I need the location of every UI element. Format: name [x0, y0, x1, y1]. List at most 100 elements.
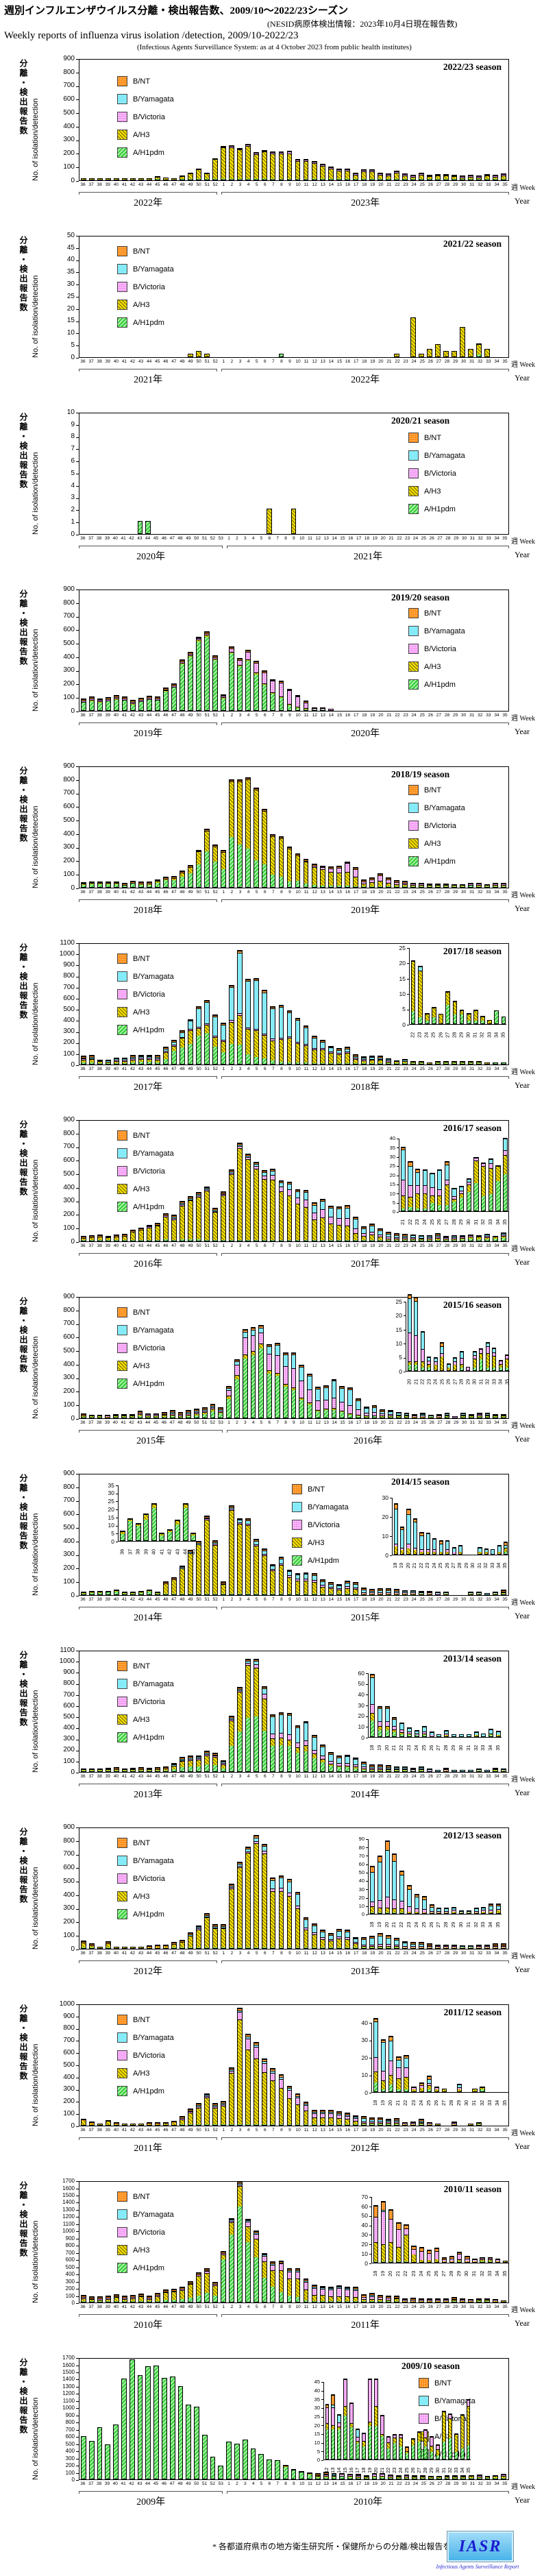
week-label: 10 — [295, 1243, 301, 1248]
week-label: 22 — [395, 1243, 400, 1248]
y-tick-mark — [76, 2260, 79, 2261]
week-label: 38 — [96, 536, 102, 541]
inset-bar-week-24 — [425, 1012, 430, 1024]
A/H3-segment — [353, 1058, 358, 1064]
A/H1pdm-segment — [361, 1063, 366, 1064]
B/Victoria-segment — [172, 1044, 177, 1046]
week-label: 35 — [502, 1597, 508, 1602]
A/H3-segment — [452, 352, 456, 356]
B/Victoria-segment — [221, 1927, 226, 1929]
legend-item-B-Yamagata: B/Yamagata — [408, 803, 465, 813]
B/Yamagata-segment — [221, 2103, 226, 2104]
B/Yamagata-segment — [437, 1908, 441, 1911]
B/NT-segment — [382, 2039, 386, 2043]
bar-week-12 — [311, 1202, 317, 1241]
A/H1pdm-segment — [295, 2296, 300, 2302]
week-label: 9 — [288, 182, 291, 187]
A/H1pdm-segment — [353, 1240, 358, 1241]
B/Yamagata-segment — [493, 1768, 497, 1770]
A/H3-segment — [82, 1060, 86, 1063]
week-label: 23 — [403, 2305, 408, 2309]
A/H1pdm-segment — [361, 1769, 366, 1771]
A/H3-segment — [499, 1363, 502, 1368]
week-label: 38 — [97, 1951, 102, 1956]
A/H3-segment — [246, 1525, 251, 1594]
B/Victoria-segment — [420, 1549, 423, 1553]
B/NT-segment — [452, 2297, 456, 2299]
B/Victoria-segment — [287, 151, 292, 154]
A/H1pdm-segment — [320, 1062, 325, 1064]
bar-week-12 — [311, 161, 317, 180]
y-tick-mark — [76, 1500, 79, 1502]
A/H1pdm-segment — [468, 1063, 473, 1064]
y-tick-label: 50 — [358, 1869, 364, 1876]
week-label: 19 — [370, 1067, 375, 1071]
week-label: 31 — [469, 536, 475, 541]
bar-week-45 — [155, 879, 161, 888]
A/H3-segment — [476, 343, 481, 354]
B/NT-segment — [345, 1047, 349, 1049]
week-label: 7 — [272, 359, 275, 364]
B/NT-segment — [246, 651, 251, 652]
B/NT-segment — [131, 1768, 136, 1770]
A/H3-segment — [328, 1763, 333, 1766]
A/H1pdm-segment — [97, 2427, 102, 2479]
bar-week-52 — [212, 1752, 219, 1772]
y-tick-label: 700 — [63, 1320, 75, 1328]
A/H1pdm-segment — [128, 1520, 133, 1540]
B/Victoria-segment — [386, 2122, 391, 2124]
week-label: 40 — [113, 182, 119, 187]
A/H1pdm-segment — [271, 1240, 275, 1241]
B/Yamagata-segment — [336, 1208, 341, 1219]
bar-week-30 — [459, 1235, 465, 1241]
A/H3-segment — [452, 1911, 456, 1913]
week-label: 52 — [212, 2305, 218, 2309]
B/Victoria-segment — [413, 1547, 417, 1551]
inset-week-label: 30 — [457, 1921, 464, 1928]
A/H3-segment — [131, 703, 136, 705]
B/NT-segment — [246, 2034, 251, 2037]
B/Yamagata-segment — [412, 1414, 417, 1416]
B/NT-segment — [279, 1712, 284, 1714]
B/Victoria-segment — [378, 1899, 382, 1908]
bar-week-32 — [475, 343, 482, 357]
season-title-2013-14: 2013/14 season — [443, 1653, 502, 1664]
A/H3-segment — [402, 884, 407, 887]
B/Yamagata-segment — [202, 1409, 207, 1411]
week-label: 33 — [486, 359, 491, 364]
B/Victoria-segment — [443, 884, 448, 886]
A/H3-segment — [262, 151, 267, 180]
year-axis-suffix: Year — [515, 1788, 530, 1797]
B/Victoria-segment — [482, 1163, 486, 1166]
A/H3-segment — [401, 1195, 405, 1209]
bar-week-42 — [130, 1946, 136, 1949]
week-label: 39 — [105, 1597, 110, 1602]
legend-item-B-Victoria: B/Victoria — [408, 821, 465, 831]
B/NT-segment — [279, 2074, 284, 2077]
inset-bar-week-36 — [119, 1531, 125, 1541]
B/NT-segment — [90, 1943, 94, 1945]
B/Victoria-segment — [369, 1944, 374, 1947]
A/H1pdm-segment — [213, 660, 218, 710]
legend-swatch-icon — [117, 1361, 127, 1371]
A/H3-segment — [378, 1769, 382, 1771]
legend-swatch-icon — [408, 838, 419, 849]
B/Yamagata-segment — [246, 1660, 251, 1664]
week-label: 40 — [113, 2305, 119, 2309]
inset-bar-week-18 — [373, 2205, 379, 2263]
B/Yamagata-segment — [426, 1533, 430, 1550]
A/H1pdm-segment — [393, 1731, 397, 1736]
bar-week-48 — [180, 1201, 186, 1241]
bar-week-49 — [188, 1550, 194, 1595]
B/NT-segment — [328, 1934, 333, 1935]
week-label: 35 — [502, 890, 508, 895]
A/H3-segment — [262, 1854, 267, 1948]
B/Victoria-segment — [304, 860, 308, 862]
inset-week-label: 29 — [450, 1745, 457, 1751]
B/Yamagata-segment — [279, 2076, 284, 2080]
A/H1pdm-segment — [210, 1411, 215, 1418]
y-tick-mark — [76, 2379, 79, 2381]
legend-item-B-NT: B/NT — [292, 1484, 349, 1494]
B/Yamagata-segment — [188, 1552, 193, 1553]
inset-week-label: 23 — [424, 1562, 431, 1568]
